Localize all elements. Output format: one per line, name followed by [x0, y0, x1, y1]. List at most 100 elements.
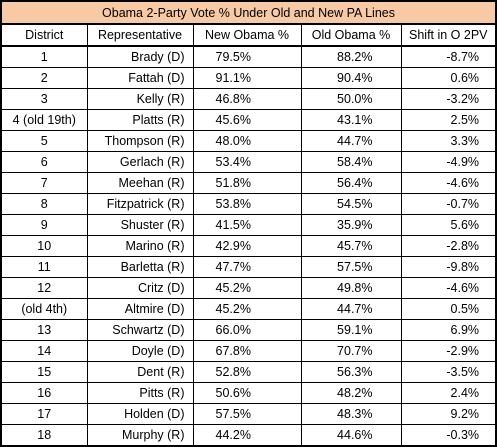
- district-cell: 1: [0, 45, 88, 68]
- old-obama-cell: 43.1%: [300, 109, 402, 131]
- old-obama-cell: 48.2%: [300, 382, 402, 404]
- district-cell: 9: [0, 214, 88, 236]
- new-obama-cell: 51.8%: [192, 172, 302, 194]
- new-obama-cell: 45.2%: [192, 298, 302, 320]
- district-cell: 2: [0, 67, 88, 89]
- district-cell: 14: [0, 340, 88, 362]
- new-obama-cell: 91.1%: [192, 67, 302, 89]
- table-row: 7 Meehan (R) 51.8% 56.4% -4.6%: [0, 172, 497, 194]
- table-title: Obama 2-Party Vote % Under Old and New P…: [0, 0, 497, 25]
- old-obama-cell: 48.3%: [300, 403, 402, 425]
- header-new-obama: New Obama %: [192, 23, 302, 47]
- new-obama-cell: 46.8%: [192, 88, 302, 110]
- header-representative: Representative: [86, 23, 194, 47]
- table-row: 11 Barletta (R) 47.7% 57.5% -9.8%: [0, 256, 497, 278]
- old-obama-cell: 44.7%: [300, 130, 402, 152]
- table-row: 14 Doyle (D) 67.8% 70.7% -2.9%: [0, 340, 497, 362]
- table-body: 1 Brady (D) 79.5% 88.2% -8.7% 2 Fattah (D) 91.1…: [0, 45, 497, 447]
- table-row: 1 Brady (D) 79.5% 88.2% -8.7%: [0, 45, 497, 68]
- old-obama-cell: 35.9%: [300, 214, 402, 236]
- representative-cell: Platts (R): [86, 109, 194, 131]
- representative-cell: Dent (R): [86, 361, 194, 383]
- representative-cell: Marino (R): [86, 235, 194, 257]
- table-row: 5 Thompson (R) 48.0% 44.7% 3.3%: [0, 130, 497, 152]
- district-cell: 4 (old 19th): [0, 109, 88, 131]
- district-cell: 10: [0, 235, 88, 257]
- new-obama-cell: 48.0%: [192, 130, 302, 152]
- representative-cell: Barletta (R): [86, 256, 194, 278]
- old-obama-cell: 56.3%: [300, 361, 402, 383]
- old-obama-cell: 59.1%: [300, 319, 402, 341]
- new-obama-cell: 53.4%: [192, 151, 302, 173]
- new-obama-cell: 50.6%: [192, 382, 302, 404]
- representative-cell: Fattah (D): [86, 67, 194, 89]
- representative-cell: Altmire (D): [86, 298, 194, 320]
- shift-cell: -4.6%: [400, 277, 497, 299]
- district-cell: 11: [0, 256, 88, 278]
- district-cell: 16: [0, 382, 88, 404]
- representative-cell: Meehan (R): [86, 172, 194, 194]
- shift-cell: -3.5%: [400, 361, 497, 383]
- representative-cell: Critz (D): [86, 277, 194, 299]
- representative-cell: Pitts (R): [86, 382, 194, 404]
- shift-cell: 0.6%: [400, 67, 497, 89]
- table-row: 6 Gerlach (R) 53.4% 58.4% -4.9%: [0, 151, 497, 173]
- shift-cell: -9.8%: [400, 256, 497, 278]
- district-cell: 3: [0, 88, 88, 110]
- old-obama-cell: 57.5%: [300, 256, 402, 278]
- table-row: 15 Dent (R) 52.8% 56.3% -3.5%: [0, 361, 497, 383]
- district-cell: 13: [0, 319, 88, 341]
- shift-cell: 0.5%: [400, 298, 497, 320]
- district-cell: (old 4th): [0, 298, 88, 320]
- district-cell: 12: [0, 277, 88, 299]
- table-row: 17 Holden (D) 57.5% 48.3% 9.2%: [0, 403, 497, 425]
- district-cell: 15: [0, 361, 88, 383]
- new-obama-cell: 45.6%: [192, 109, 302, 131]
- table-row: (old 4th) Altmire (D) 45.2% 44.7% 0.5%: [0, 298, 497, 320]
- new-obama-cell: 42.9%: [192, 235, 302, 257]
- header-district: District: [0, 23, 88, 47]
- shift-cell: -2.9%: [400, 340, 497, 362]
- new-obama-cell: 41.5%: [192, 214, 302, 236]
- shift-cell: -3.2%: [400, 88, 497, 110]
- old-obama-cell: 44.7%: [300, 298, 402, 320]
- new-obama-cell: 57.5%: [192, 403, 302, 425]
- district-cell: 17: [0, 403, 88, 425]
- old-obama-cell: 49.8%: [300, 277, 402, 299]
- table-row: 12 Critz (D) 45.2% 49.8% -4.6%: [0, 277, 497, 299]
- new-obama-cell: 53.8%: [192, 193, 302, 215]
- shift-cell: 3.3%: [400, 130, 497, 152]
- old-obama-cell: 90.4%: [300, 67, 402, 89]
- shift-cell: -2.8%: [400, 235, 497, 257]
- new-obama-cell: 67.8%: [192, 340, 302, 362]
- old-obama-cell: 58.4%: [300, 151, 402, 173]
- old-obama-cell: 88.2%: [300, 45, 402, 68]
- representative-cell: Fitzpatrick (R): [86, 193, 194, 215]
- new-obama-cell: 79.5%: [192, 45, 302, 68]
- shift-cell: 2.4%: [400, 382, 497, 404]
- district-cell: 8: [0, 193, 88, 215]
- shift-cell: 2.5%: [400, 109, 497, 131]
- shift-cell: 9.2%: [400, 403, 497, 425]
- shift-cell: -4.9%: [400, 151, 497, 173]
- shift-cell: -4.6%: [400, 172, 497, 194]
- old-obama-cell: 54.5%: [300, 193, 402, 215]
- new-obama-cell: 47.7%: [192, 256, 302, 278]
- representative-cell: Doyle (D): [86, 340, 194, 362]
- new-obama-cell: 45.2%: [192, 277, 302, 299]
- table-row: 8 Fitzpatrick (R) 53.8% 54.5% -0.7%: [0, 193, 497, 215]
- shift-cell: -8.7%: [400, 45, 497, 68]
- old-obama-cell: 56.4%: [300, 172, 402, 194]
- representative-cell: Gerlach (R): [86, 151, 194, 173]
- shift-cell: 5.6%: [400, 214, 497, 236]
- district-cell: 5: [0, 130, 88, 152]
- header-old-obama: Old Obama %: [300, 23, 402, 47]
- table-row: 10 Marino (R) 42.9% 45.7% -2.8%: [0, 235, 497, 257]
- representative-cell: Holden (D): [86, 403, 194, 425]
- table-row: 16 Pitts (R) 50.6% 48.2% 2.4%: [0, 382, 497, 404]
- new-obama-cell: 66.0%: [192, 319, 302, 341]
- table-row: 3 Kelly (R) 46.8% 50.0% -3.2%: [0, 88, 497, 110]
- representative-cell: Brady (D): [86, 45, 194, 68]
- old-obama-cell: 50.0%: [300, 88, 402, 110]
